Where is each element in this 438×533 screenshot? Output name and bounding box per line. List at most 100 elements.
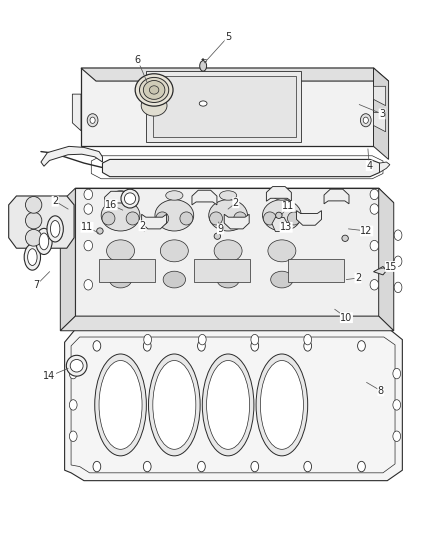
Ellipse shape xyxy=(287,212,300,225)
Text: 9: 9 xyxy=(217,224,223,234)
Ellipse shape xyxy=(369,240,378,251)
Text: 2: 2 xyxy=(354,273,360,283)
Polygon shape xyxy=(146,71,300,142)
Polygon shape xyxy=(9,196,74,248)
Ellipse shape xyxy=(214,233,220,239)
Ellipse shape xyxy=(202,354,253,456)
Ellipse shape xyxy=(28,249,37,265)
Text: 6: 6 xyxy=(134,55,141,65)
Ellipse shape xyxy=(152,360,195,449)
Text: 3: 3 xyxy=(378,109,384,119)
Polygon shape xyxy=(193,259,249,282)
Ellipse shape xyxy=(219,191,236,200)
Ellipse shape xyxy=(214,240,241,262)
Ellipse shape xyxy=(267,240,295,262)
Ellipse shape xyxy=(199,61,206,71)
Text: 5: 5 xyxy=(224,31,231,42)
Ellipse shape xyxy=(25,229,42,246)
Polygon shape xyxy=(288,259,343,282)
Ellipse shape xyxy=(84,279,92,290)
Ellipse shape xyxy=(66,356,87,376)
Polygon shape xyxy=(272,217,287,231)
Ellipse shape xyxy=(362,117,367,123)
Ellipse shape xyxy=(95,354,146,456)
Ellipse shape xyxy=(50,221,60,237)
Polygon shape xyxy=(75,188,393,203)
Polygon shape xyxy=(373,112,385,132)
Ellipse shape xyxy=(160,240,188,262)
Text: 12: 12 xyxy=(360,226,372,236)
Text: 2: 2 xyxy=(232,198,238,208)
Text: 8: 8 xyxy=(377,386,383,396)
Polygon shape xyxy=(373,68,388,159)
Ellipse shape xyxy=(360,114,370,127)
Polygon shape xyxy=(71,337,394,473)
Ellipse shape xyxy=(216,271,239,288)
Polygon shape xyxy=(104,191,129,206)
Ellipse shape xyxy=(148,354,200,456)
Ellipse shape xyxy=(139,77,168,102)
Ellipse shape xyxy=(199,101,207,106)
Ellipse shape xyxy=(163,271,185,288)
Ellipse shape xyxy=(124,193,135,204)
Ellipse shape xyxy=(255,354,307,456)
Polygon shape xyxy=(41,147,102,166)
Text: 2: 2 xyxy=(138,221,145,231)
Ellipse shape xyxy=(106,240,134,262)
Ellipse shape xyxy=(198,334,206,345)
Ellipse shape xyxy=(251,462,258,472)
Ellipse shape xyxy=(70,359,83,372)
Ellipse shape xyxy=(149,86,159,94)
Ellipse shape xyxy=(101,200,140,231)
Text: 14: 14 xyxy=(43,371,56,381)
Ellipse shape xyxy=(99,360,142,449)
Ellipse shape xyxy=(303,341,311,351)
Text: 11: 11 xyxy=(282,201,294,212)
Polygon shape xyxy=(266,187,291,201)
Polygon shape xyxy=(373,86,385,106)
Ellipse shape xyxy=(69,431,77,441)
Text: 7: 7 xyxy=(33,280,40,290)
Ellipse shape xyxy=(206,360,249,449)
Ellipse shape xyxy=(393,256,401,266)
Polygon shape xyxy=(81,68,388,81)
Text: 11: 11 xyxy=(81,222,93,232)
Polygon shape xyxy=(296,211,321,225)
Ellipse shape xyxy=(47,216,63,242)
Ellipse shape xyxy=(208,200,247,231)
Ellipse shape xyxy=(369,204,378,214)
Ellipse shape xyxy=(166,191,183,200)
Ellipse shape xyxy=(270,271,293,288)
Ellipse shape xyxy=(275,212,282,219)
Polygon shape xyxy=(378,188,393,331)
Ellipse shape xyxy=(93,341,101,351)
Ellipse shape xyxy=(93,462,101,472)
Polygon shape xyxy=(141,214,166,229)
Ellipse shape xyxy=(357,341,364,351)
Ellipse shape xyxy=(392,431,400,441)
Ellipse shape xyxy=(197,341,205,351)
Ellipse shape xyxy=(393,230,401,240)
Ellipse shape xyxy=(141,95,166,116)
Ellipse shape xyxy=(303,334,311,345)
Ellipse shape xyxy=(102,212,115,225)
Text: 13: 13 xyxy=(279,222,292,232)
Ellipse shape xyxy=(251,341,258,351)
Text: 16: 16 xyxy=(105,200,117,210)
Polygon shape xyxy=(60,188,75,331)
Ellipse shape xyxy=(155,212,168,225)
Ellipse shape xyxy=(392,368,400,379)
Ellipse shape xyxy=(126,212,139,225)
Ellipse shape xyxy=(143,341,151,351)
Polygon shape xyxy=(60,316,393,331)
Polygon shape xyxy=(64,329,402,481)
Polygon shape xyxy=(99,259,155,282)
Ellipse shape xyxy=(357,462,364,472)
Ellipse shape xyxy=(39,233,49,250)
Ellipse shape xyxy=(121,189,139,208)
Ellipse shape xyxy=(263,212,276,225)
Ellipse shape xyxy=(369,189,378,200)
Ellipse shape xyxy=(393,282,401,293)
Text: 4: 4 xyxy=(365,160,371,171)
Ellipse shape xyxy=(233,212,246,225)
